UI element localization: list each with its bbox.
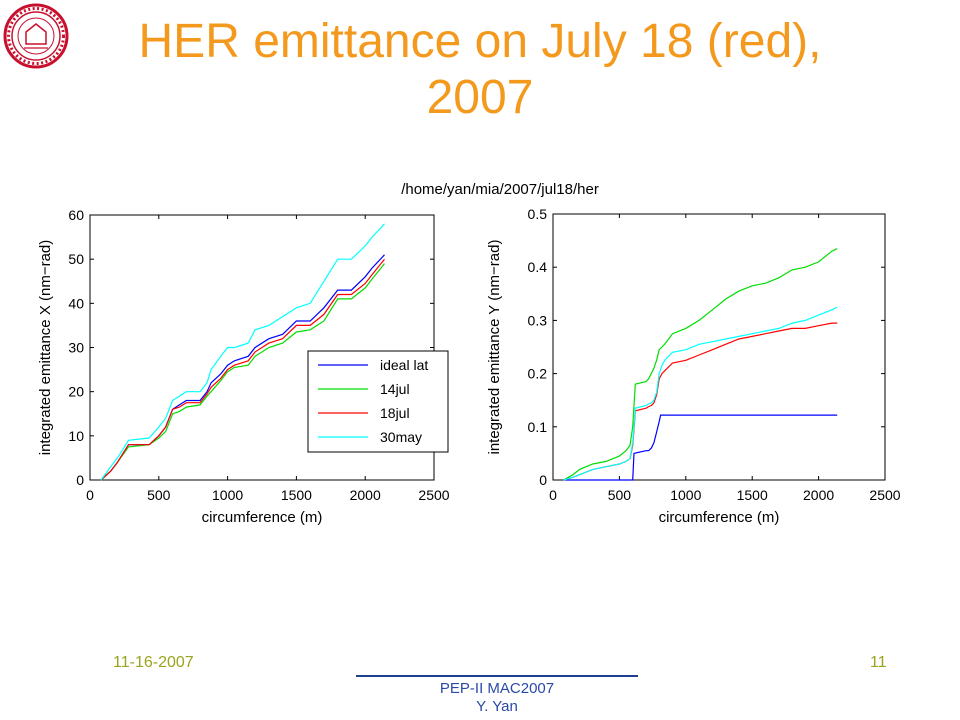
legend-label: 18jul: [380, 405, 410, 421]
y-axis-label: integrated emittance Y (nm−rad): [486, 240, 503, 455]
x-axis-label: circumference (m): [202, 509, 323, 526]
x-tick-label: 1500: [737, 487, 768, 503]
series-line-ideal-lat: [563, 414, 838, 481]
legend-label: ideal lat: [380, 357, 428, 373]
y-tick-label: 0.4: [528, 259, 548, 275]
x-tick-label: 500: [147, 487, 171, 503]
footer-event: PEP-II MAC2007: [439, 680, 555, 697]
x-tick-label: 1000: [212, 487, 243, 503]
series-line-30may: [100, 223, 385, 481]
y-tick-label: 60: [68, 207, 84, 223]
y-tick-label: 20: [68, 384, 84, 400]
x-tick-label: 1000: [670, 487, 701, 503]
x-tick-label: 0: [549, 487, 557, 503]
y-tick-label: 0.1: [528, 419, 548, 435]
x-tick-label: 2000: [350, 487, 381, 503]
x-tick-label: 2500: [869, 487, 900, 503]
legend-label: 30may: [380, 429, 422, 445]
x-axis-label: circumference (m): [659, 509, 780, 526]
y-tick-label: 30: [68, 340, 84, 356]
legend-box: [307, 350, 449, 453]
x-tick-label: 2000: [803, 487, 834, 503]
institution-seal-logo: [2, 2, 70, 70]
y-tick-label: 10: [68, 428, 84, 444]
footer-center: PEP-II MAC2007 Y. Yan: [356, 680, 638, 716]
series-line-14jul: [100, 263, 385, 481]
y-tick-label: 50: [68, 251, 84, 267]
x-tick-label: 2500: [418, 487, 449, 503]
x-tick-label: 500: [608, 487, 632, 503]
x-tick-label: 0: [86, 487, 94, 503]
footer-author: Y. Yan: [476, 698, 518, 715]
slide-title: HER emittance on July 18 (red), 2007: [138, 15, 822, 124]
footer-date: 11-16-2007: [113, 654, 194, 671]
figure-title: /home/yan/mia/2007/jul18/her: [401, 181, 599, 198]
x-tick-label: 1500: [281, 487, 312, 503]
footer-divider: [356, 675, 638, 677]
series-line-14jul: [563, 248, 838, 481]
y-tick-label: 0.2: [528, 366, 548, 382]
y-tick-label: 40: [68, 295, 84, 311]
y-axis-label: integrated emittance X (nm−rad): [37, 240, 54, 456]
y-tick-label: 0.5: [528, 206, 548, 222]
y-tick-label: 0.3: [528, 312, 548, 328]
y-tick-label: 0: [76, 472, 84, 488]
y-tick-label: 0: [539, 472, 547, 488]
series-line-30may: [563, 306, 838, 481]
series-line-18jul: [100, 258, 385, 481]
legend-label: 14jul: [380, 381, 410, 397]
page-number: 11: [870, 654, 887, 671]
